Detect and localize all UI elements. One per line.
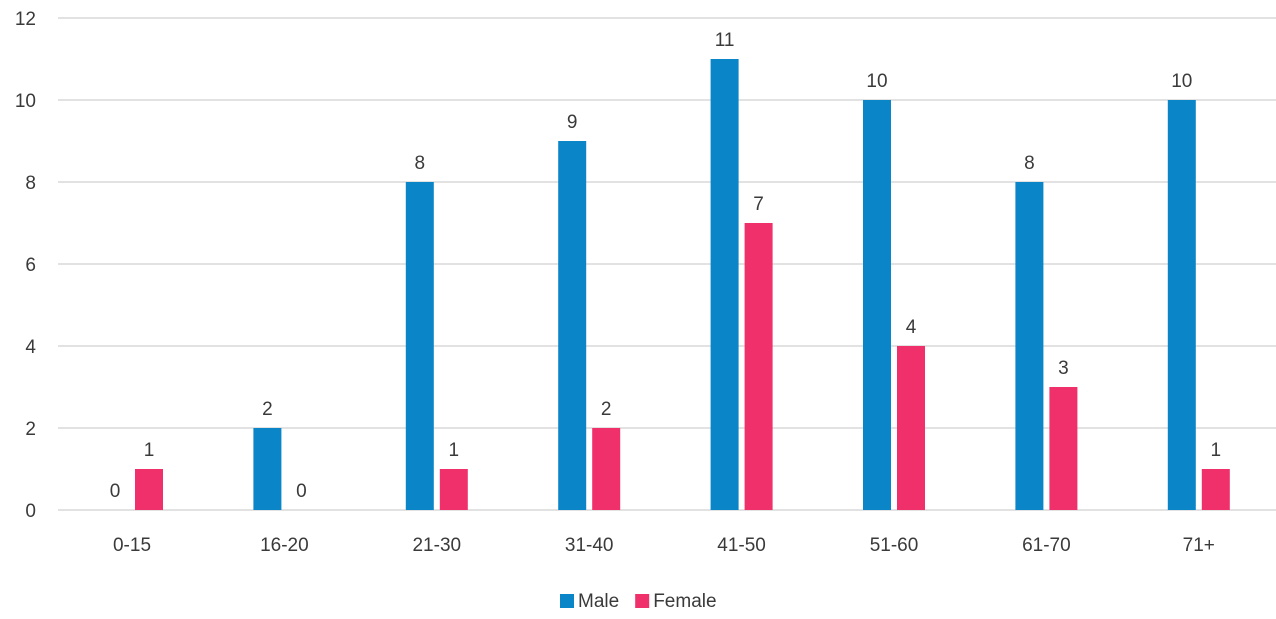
bar-female-61-70 bbox=[1049, 387, 1078, 510]
bar-male-51-60 bbox=[863, 100, 891, 510]
data-label-female-61-70: 3 bbox=[1058, 358, 1069, 379]
x-tick-label: 71+ bbox=[1183, 535, 1215, 556]
y-tick-label: 0 bbox=[25, 501, 36, 522]
x-tick-label: 61-70 bbox=[1022, 535, 1071, 556]
x-tick-label: 0-15 bbox=[113, 535, 151, 556]
y-tick-label: 8 bbox=[25, 173, 36, 194]
data-labels: 0 1 2 0 8 1 9 2 11 7 10 4 8 3 10 1 bbox=[110, 30, 1221, 502]
data-label-female-0-15: 1 bbox=[144, 440, 155, 461]
x-tick-label: 21-30 bbox=[412, 535, 461, 556]
data-label-female-51-60: 4 bbox=[906, 317, 917, 338]
data-label-male-71+: 10 bbox=[1171, 71, 1192, 92]
data-label-male-31-40: 9 bbox=[567, 112, 578, 133]
legend-swatch-male bbox=[560, 594, 574, 608]
y-tick-label: 2 bbox=[25, 419, 36, 440]
y-tick-label: 4 bbox=[25, 337, 36, 358]
data-label-male-61-70: 8 bbox=[1024, 153, 1035, 174]
gridlines bbox=[58, 17, 1276, 511]
legend: Male Female bbox=[560, 591, 717, 612]
y-tick-label: 10 bbox=[15, 91, 36, 112]
bar-female-21-30 bbox=[439, 469, 468, 510]
bars bbox=[135, 59, 1230, 510]
bar-male-21-30 bbox=[405, 182, 434, 510]
x-axis: 0-15 16-20 21-30 31-40 41-50 51-60 61-70 71+ bbox=[113, 535, 1215, 556]
x-tick-label: 51-60 bbox=[870, 535, 919, 556]
data-label-female-71+: 1 bbox=[1211, 440, 1222, 461]
bar-male-71+ bbox=[1167, 100, 1196, 510]
bar-female-51-60 bbox=[897, 346, 925, 510]
legend-swatch-female bbox=[635, 594, 650, 608]
legend-label-female: Female bbox=[653, 591, 716, 612]
data-label-female-31-40: 2 bbox=[601, 399, 612, 420]
bar-male-41-50 bbox=[710, 59, 739, 510]
bar-female-71+ bbox=[1201, 469, 1230, 510]
bar-female-41-50 bbox=[744, 223, 773, 510]
bar-male-16-20 bbox=[253, 428, 282, 510]
data-label-female-41-50: 7 bbox=[753, 194, 764, 215]
data-label-male-16-20: 2 bbox=[262, 399, 273, 420]
x-tick-label: 31-40 bbox=[565, 535, 614, 556]
bar-male-31-40 bbox=[558, 141, 587, 510]
bar-female-31-40 bbox=[592, 428, 621, 510]
bar-male-61-70 bbox=[1015, 182, 1044, 510]
data-label-male-0-15: 0 bbox=[110, 481, 121, 502]
bar-female-0-15 bbox=[135, 469, 163, 510]
x-tick-label: 16-20 bbox=[260, 535, 309, 556]
y-axis: 0 2 4 6 8 10 12 bbox=[15, 9, 37, 522]
x-tick-label: 41-50 bbox=[717, 535, 766, 556]
data-label-male-41-50: 11 bbox=[715, 30, 735, 51]
data-label-female-16-20: 0 bbox=[296, 481, 307, 502]
data-label-male-21-30: 8 bbox=[415, 153, 426, 174]
y-tick-label: 6 bbox=[25, 255, 36, 276]
y-tick-label: 12 bbox=[15, 9, 36, 30]
legend-label-male: Male bbox=[578, 591, 619, 612]
data-label-male-51-60: 10 bbox=[866, 71, 887, 92]
data-label-female-21-30: 1 bbox=[449, 440, 460, 461]
